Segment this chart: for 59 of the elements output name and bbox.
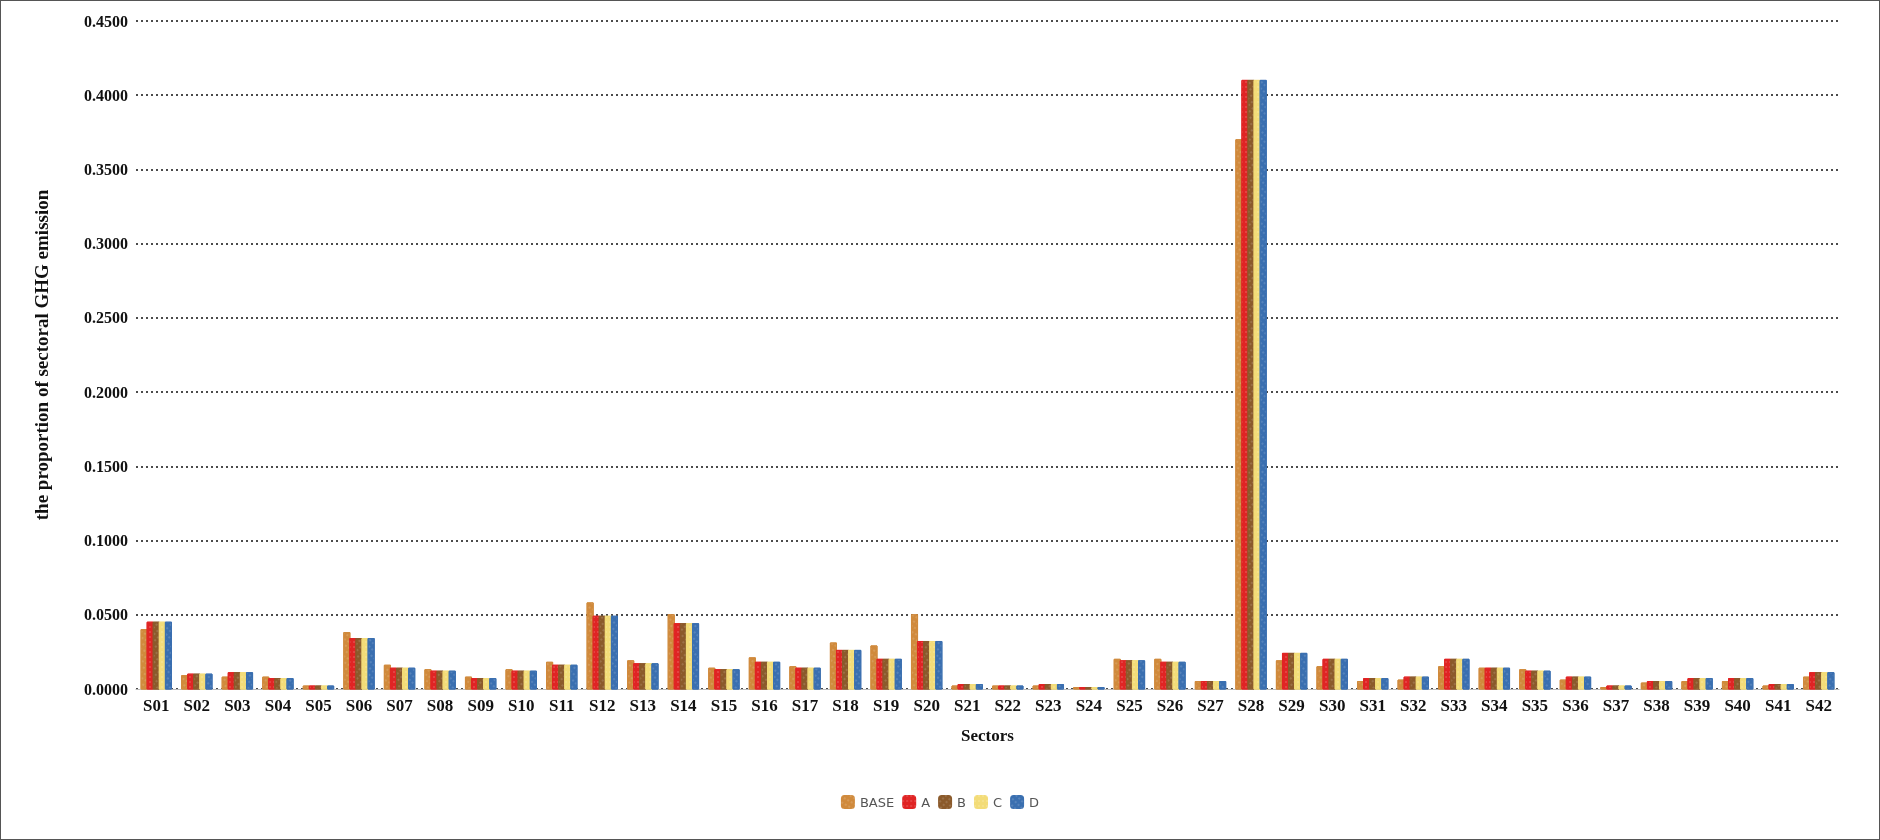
x-tick-label: S30 [1318, 696, 1346, 715]
x-tick-label: S16 [751, 696, 778, 715]
x-tick-label: S23 [1035, 696, 1062, 715]
x-tick-label: S15 [710, 696, 738, 715]
legend-label: C [993, 794, 1003, 810]
x-tick-label: S34 [1481, 696, 1509, 715]
x-tick-label: S36 [1562, 696, 1589, 715]
y-tick-label: 0.0500 [84, 606, 128, 624]
x-tick-label: S02 [183, 696, 211, 715]
x-tick-label: S41 [1764, 696, 1792, 715]
y-tick-label: 0.4500 [84, 12, 128, 30]
x-tick-label: S11 [548, 696, 575, 715]
legend-label: BASE [859, 794, 895, 810]
x-tick-label: S37 [1602, 696, 1630, 715]
x-tick-label: S29 [1278, 696, 1305, 715]
y-tick-label: 0.0000 [84, 680, 128, 698]
x-tick-label: S26 [1156, 696, 1184, 715]
x-tick-label: S12 [589, 696, 616, 715]
x-tick-label: S25 [1116, 696, 1143, 715]
x-tick-label: S14 [670, 696, 698, 715]
x-tick-label: S03 [224, 696, 251, 715]
x-tick-label: S27 [1197, 696, 1225, 715]
x-tick-label: S35 [1521, 696, 1549, 715]
x-tick-label: S31 [1359, 696, 1386, 715]
y-tick-label: 0.3500 [84, 160, 128, 178]
y-tick-label: 0.3000 [84, 235, 128, 253]
x-tick-label: S39 [1683, 696, 1711, 715]
y-tick-label: 0.2000 [84, 383, 128, 401]
x-tick-label: S40 [1724, 696, 1751, 715]
x-tick-label: S32 [1400, 696, 1427, 715]
y-tick-label: 0.1500 [84, 457, 128, 475]
y-tick-label: 0.4000 [84, 86, 128, 104]
x-tick-label: S38 [1643, 696, 1670, 715]
x-tick-label: S22 [994, 696, 1022, 715]
y-tick-label: 0.2500 [84, 309, 128, 327]
y-tick-label: 0.1000 [84, 532, 128, 550]
x-tick-label: S09 [467, 696, 494, 715]
x-tick-label: S20 [913, 696, 940, 715]
x-tick-label: S06 [345, 696, 373, 715]
x-axis-title: Sectors [961, 726, 1015, 745]
x-tick-label: S05 [305, 696, 332, 715]
legend-label: B [957, 794, 966, 810]
x-tick-label: S10 [507, 696, 535, 715]
x-tick-label: S24 [1075, 696, 1103, 715]
x-tick-label: S33 [1440, 696, 1468, 715]
x-tick-label: S13 [629, 696, 657, 715]
x-tick-label: S42 [1805, 696, 1832, 715]
x-tick-label: S01 [143, 696, 170, 715]
x-tick-label: S04 [264, 696, 292, 715]
x-tick-label: S07 [386, 696, 414, 715]
x-tick-label: S08 [426, 696, 454, 715]
x-tick-label: S18 [832, 696, 859, 715]
legend-label: A [921, 794, 931, 810]
x-tick-label: S28 [1237, 696, 1265, 715]
x-tick-label: S19 [872, 696, 900, 715]
x-tick-label: S21 [953, 696, 981, 715]
legend-label: D [1029, 794, 1040, 810]
y-axis-title: the proportion of sectoral GHG emission [31, 189, 52, 521]
x-tick-label: S17 [791, 696, 819, 715]
